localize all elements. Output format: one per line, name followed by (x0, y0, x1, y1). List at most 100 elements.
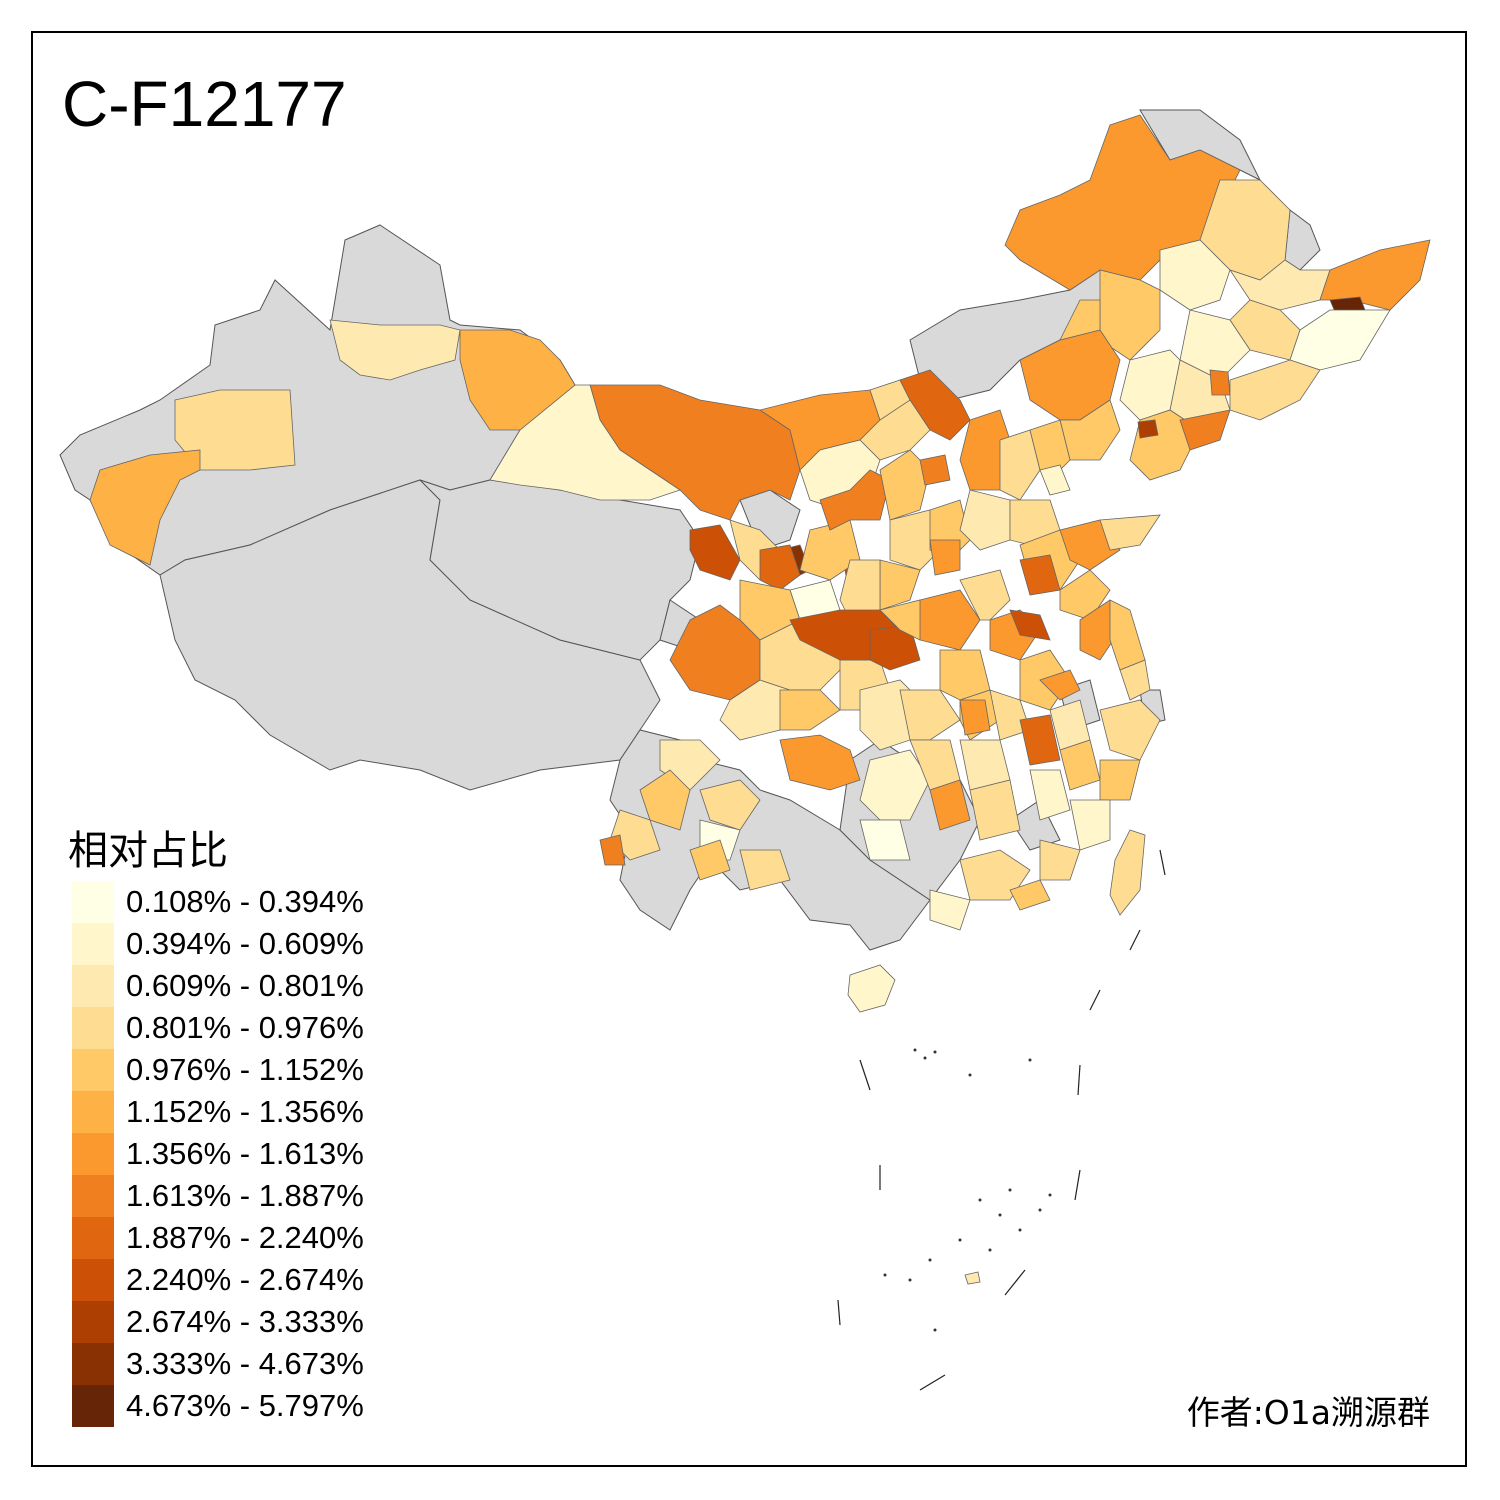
dash-9 (859, 1059, 871, 1091)
region-guangdong-c (1009, 879, 1051, 911)
legend-item: 0.108% - 0.394% (72, 881, 364, 923)
region-yunnan-a (639, 769, 691, 831)
island-dot (933, 1050, 937, 1054)
legend-label: 0.801% - 0.976% (126, 1010, 364, 1045)
island-dot (883, 1273, 887, 1277)
legend-label: 1.152% - 1.356% (126, 1094, 364, 1129)
island-dot (928, 1258, 932, 1262)
island-dot (1048, 1193, 1052, 1197)
region-jiangsu-b (1109, 599, 1146, 671)
legend-item: 2.674% - 3.333% (72, 1301, 364, 1343)
region-fujian-b (1039, 839, 1081, 881)
region-hebei-d (959, 489, 1011, 551)
region-xj-altay (329, 319, 461, 381)
region-jiangxi-b (1029, 769, 1071, 821)
island-dot (978, 1198, 982, 1202)
region-shandong-d (1099, 514, 1161, 551)
legend-swatch (72, 923, 114, 965)
island-dot (998, 1213, 1002, 1217)
legend-swatch (72, 1049, 114, 1091)
map-title: C-F12177 (62, 68, 347, 140)
region-zhejiang-a (1099, 699, 1161, 761)
region-chengdu (779, 689, 841, 731)
region-henan-a (919, 589, 981, 651)
legend-swatch (72, 1133, 114, 1175)
region-heilongjiang-e (1289, 309, 1391, 371)
region-yunnan-b (609, 809, 661, 861)
region-jiangxi-dark (1019, 714, 1061, 766)
data-regions (89, 114, 1431, 1285)
legend-label: 1.613% - 1.887% (126, 1178, 364, 1213)
region-xj-kashgar (89, 449, 201, 566)
region-hubei-a (899, 689, 961, 741)
region-sichuan-e (699, 779, 761, 831)
island-dot (923, 1056, 927, 1060)
region-gansu-dark (689, 524, 741, 581)
region-beijing (1039, 464, 1071, 496)
legend-item: 0.609% - 0.801% (72, 965, 364, 1007)
island-dot (988, 1248, 992, 1252)
legend-item: 2.240% - 2.674% (72, 1259, 364, 1301)
region-northeast-edge (1284, 209, 1321, 271)
region-shandong-e (1059, 569, 1111, 621)
region-shanxi-b (919, 454, 951, 486)
legend-item: 3.333% - 4.673% (72, 1343, 364, 1385)
legend-swatch (72, 965, 114, 1007)
region-zhejiang-b (1099, 759, 1141, 801)
region-henan-b (959, 569, 1011, 621)
region-shanxi-e (929, 539, 961, 576)
region-jiuquan (489, 384, 681, 501)
legend-label: 0.394% - 0.609% (126, 926, 364, 961)
region-guangdong-b (929, 889, 971, 931)
region-liaoning-c (1179, 409, 1231, 451)
legend-label: 0.108% - 0.394% (126, 884, 364, 919)
legend-label: 2.240% - 2.674% (126, 1262, 364, 1297)
author-credit: 作者:O1a溯源群 (1186, 1393, 1430, 1432)
region-guangdong-a (959, 849, 1031, 901)
dash-8 (837, 1299, 841, 1326)
legend-label: 0.976% - 1.152% (126, 1052, 364, 1087)
region-hunan-d (969, 779, 1021, 841)
region-henan-dark (1009, 609, 1051, 641)
legend-label: 0.609% - 0.801% (126, 968, 364, 1003)
dash-5 (1074, 1169, 1081, 1201)
legend-swatch (72, 1007, 114, 1049)
region-guizhou-b (859, 819, 911, 861)
legend-swatch (72, 1175, 114, 1217)
legend-item: 1.152% - 1.356% (72, 1091, 364, 1133)
island-dot (1018, 1228, 1022, 1232)
region-ningxia (819, 469, 891, 531)
dash-1 (1159, 849, 1166, 876)
island-dot (908, 1278, 912, 1282)
island-dot (968, 1073, 972, 1077)
island-dot (913, 1048, 917, 1052)
region-hunan-b (929, 779, 971, 831)
legend-swatch (72, 1301, 114, 1343)
legend-item: 1.887% - 2.240% (72, 1217, 364, 1259)
region-jilin-b (1209, 369, 1231, 396)
legend-swatch (72, 881, 114, 923)
legend-item: 0.976% - 1.152% (72, 1049, 364, 1091)
region-jiamusi (1319, 239, 1431, 311)
legend-swatch (72, 1217, 114, 1259)
region-anhui-c (1039, 669, 1081, 701)
legend-item: 1.613% - 1.887% (72, 1175, 364, 1217)
legend: 0.108% - 0.394% 0.394% - 0.609% 0.609% - 0… (72, 881, 364, 1427)
region-tibet (159, 479, 661, 791)
legend-swatch (72, 1259, 114, 1301)
dash-7 (919, 1374, 946, 1391)
dash-6 (1004, 1269, 1026, 1296)
region-dalian-dark (1137, 419, 1159, 439)
region-taiwan (1109, 829, 1146, 916)
legend-item: 0.801% - 0.976% (72, 1007, 364, 1049)
legend-label: 4.673% - 5.797% (126, 1388, 364, 1423)
legend-label: 3.333% - 4.673% (126, 1346, 364, 1381)
region-guizhou-a (859, 749, 931, 821)
region-heilongjiang-f (1179, 309, 1251, 381)
legend-item: 0.394% - 0.609% (72, 923, 364, 965)
legend-item: 4.673% - 5.797% (72, 1385, 364, 1427)
island-dot (958, 1238, 962, 1242)
region-dehong (599, 834, 626, 866)
region-gansu-b (759, 544, 801, 591)
